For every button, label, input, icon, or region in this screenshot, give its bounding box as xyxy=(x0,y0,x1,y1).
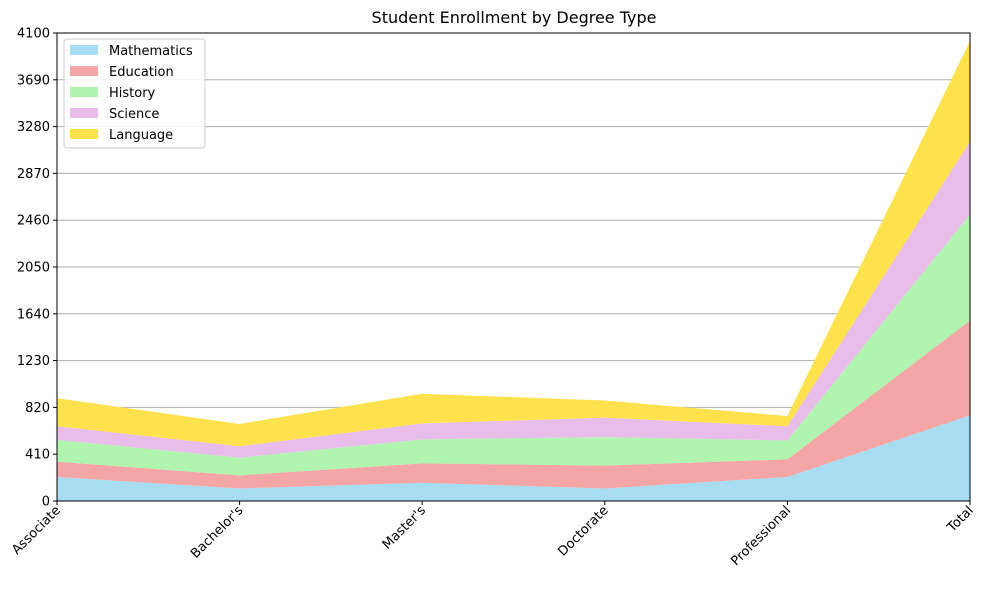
y-tick-label-3: 1230 xyxy=(17,354,50,369)
y-tick-label-6: 2460 xyxy=(17,214,50,229)
areas xyxy=(57,40,970,501)
legend-label-history: History xyxy=(109,86,156,101)
x-tick-label-1: Bachelor's xyxy=(188,503,247,562)
area-history xyxy=(57,214,970,476)
legend-swatch-history xyxy=(70,87,98,97)
y-tick-label-10: 4100 xyxy=(17,27,50,42)
legend-label-mathematics: Mathematics xyxy=(109,44,193,59)
x-tick-label-0: Associate xyxy=(9,503,64,558)
area-mathematics xyxy=(57,415,970,501)
legend-swatch-language xyxy=(70,129,98,139)
legend-swatch-science xyxy=(70,108,98,118)
legend-label-language: Language xyxy=(109,128,173,143)
y-tick-label-4: 1640 xyxy=(17,307,50,322)
y-tick-label-7: 2870 xyxy=(17,167,50,182)
x-tick-label-3: Doctorate xyxy=(555,503,611,559)
area-education xyxy=(57,320,970,489)
legend-label-education: Education xyxy=(109,65,174,80)
x-tick-label-5: Total xyxy=(944,503,977,536)
x-tick-label-2: Master's xyxy=(380,503,429,552)
y-tick-label-9: 3690 xyxy=(17,73,50,88)
y-tick-label-2: 820 xyxy=(25,401,50,416)
legend-swatch-education xyxy=(70,66,98,76)
legend-box xyxy=(63,38,206,149)
legend: Mathematics Education History Science Langua… xyxy=(63,38,206,149)
y-tick-label-1: 410 xyxy=(25,448,50,463)
legend-label-science: Science xyxy=(109,107,159,122)
legend-swatch-mathematics xyxy=(70,45,98,55)
y-tick-label-8: 3280 xyxy=(17,120,50,135)
chart-title: Student Enrollment by Degree Type xyxy=(372,8,657,27)
y-tick-label-5: 2050 xyxy=(17,261,50,276)
y-tick-label-0: 0 xyxy=(42,495,50,510)
x-tick-label-4: Professional xyxy=(728,503,794,569)
